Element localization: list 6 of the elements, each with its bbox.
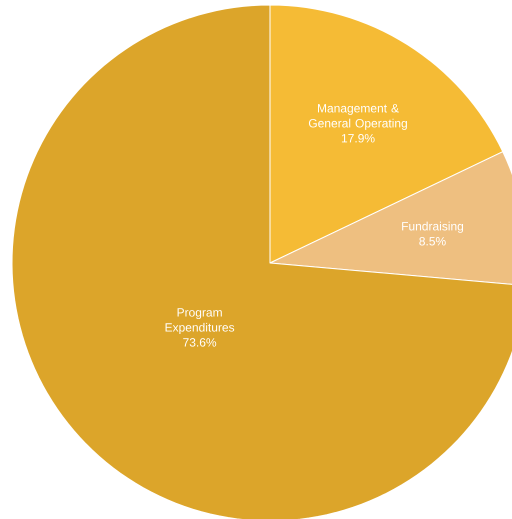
data-label: 17.9% (342, 134, 375, 143)
data-label: 73.6% (183, 338, 216, 347)
slice-label: Fundraising (402, 222, 464, 233)
data-label: 8.5% (419, 237, 446, 246)
slice-label: Management & General Operating (308, 104, 407, 130)
slice-label: Program Expenditures (166, 308, 234, 334)
